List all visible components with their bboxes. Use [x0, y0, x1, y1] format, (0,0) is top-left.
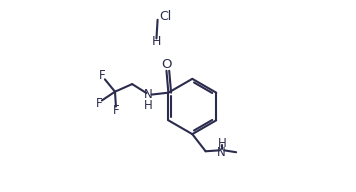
Text: H: H [218, 137, 226, 150]
Text: F: F [99, 69, 106, 82]
Text: O: O [161, 58, 172, 71]
Text: H: H [144, 98, 153, 112]
Text: N: N [144, 88, 153, 101]
Text: F: F [95, 97, 102, 110]
Text: N: N [217, 146, 226, 159]
Text: F: F [112, 104, 119, 117]
Text: Cl: Cl [159, 10, 171, 23]
Text: H: H [151, 35, 161, 48]
